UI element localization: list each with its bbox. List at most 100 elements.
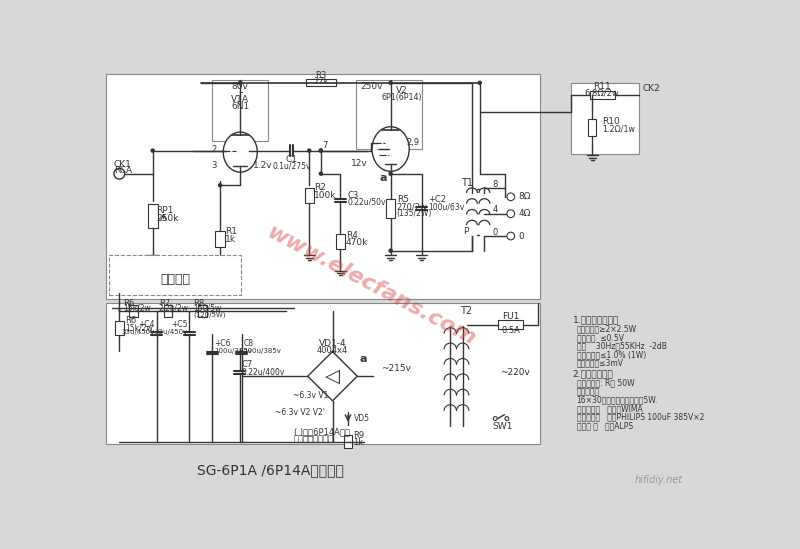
Circle shape bbox=[478, 81, 482, 85]
Text: 6.8Ω/2w: 6.8Ω/2w bbox=[585, 88, 619, 97]
Text: 0.5A: 0.5A bbox=[502, 326, 520, 335]
Text: R9: R9 bbox=[354, 431, 365, 440]
Text: 15k/2w: 15k/2w bbox=[123, 304, 151, 313]
Text: +C2: +C2 bbox=[428, 194, 446, 204]
Text: 另一声道: 另一声道 bbox=[160, 273, 190, 287]
Text: 频响    30Hz～55KHz  -2dB: 频响 30Hz～55KHz -2dB bbox=[577, 341, 666, 351]
Bar bbox=[106, 303, 540, 444]
Text: a: a bbox=[379, 172, 386, 182]
Text: www.elecfans.com: www.elecfans.com bbox=[263, 222, 479, 349]
Text: 470k: 470k bbox=[346, 238, 368, 247]
Bar bbox=[106, 74, 540, 299]
Text: C8: C8 bbox=[243, 339, 254, 349]
Bar bbox=[306, 80, 336, 86]
Text: V2: V2 bbox=[396, 86, 408, 95]
Text: 2.2k/2w: 2.2k/2w bbox=[159, 304, 189, 313]
Text: ~215v: ~215v bbox=[381, 364, 410, 373]
Text: 100k: 100k bbox=[314, 191, 336, 200]
Text: RCA: RCA bbox=[114, 166, 132, 175]
Text: 输出功率：≥2×2.5W: 输出功率：≥2×2.5W bbox=[577, 324, 637, 334]
Text: 33u/450v: 33u/450v bbox=[154, 328, 187, 334]
Text: SW1: SW1 bbox=[493, 422, 513, 431]
Circle shape bbox=[319, 149, 322, 152]
Text: R1: R1 bbox=[225, 227, 237, 236]
Bar bbox=[498, 321, 523, 329]
Circle shape bbox=[238, 81, 242, 85]
Text: 0: 0 bbox=[493, 228, 498, 237]
Text: ~6.3v V1: ~6.3v V1 bbox=[294, 391, 329, 400]
Circle shape bbox=[319, 149, 322, 152]
Ellipse shape bbox=[372, 127, 410, 171]
Text: R2: R2 bbox=[314, 183, 326, 192]
Text: R4: R4 bbox=[346, 231, 358, 240]
Ellipse shape bbox=[223, 132, 258, 172]
Text: 6P1(6P14): 6P1(6P14) bbox=[382, 93, 422, 102]
Text: (135/2W): (135/2W) bbox=[397, 209, 432, 218]
Text: 27k: 27k bbox=[313, 77, 329, 86]
Text: ◁: ◁ bbox=[325, 367, 340, 386]
Text: -: - bbox=[238, 86, 242, 99]
Text: a: a bbox=[360, 354, 367, 364]
Text: RP1: RP1 bbox=[157, 206, 174, 215]
Text: 12v: 12v bbox=[350, 159, 367, 168]
Circle shape bbox=[389, 81, 392, 85]
Text: 0.22u/50v: 0.22u/50v bbox=[347, 198, 386, 206]
Text: 8Ω: 8Ω bbox=[518, 192, 531, 201]
Bar bbox=[336, 234, 345, 249]
Bar bbox=[344, 435, 352, 448]
Circle shape bbox=[505, 417, 509, 421]
Text: FU1: FU1 bbox=[502, 312, 519, 321]
Text: R6: R6 bbox=[123, 299, 134, 307]
Text: 100u/385v: 100u/385v bbox=[214, 348, 252, 354]
Bar bbox=[164, 305, 173, 317]
Text: 1k: 1k bbox=[354, 438, 363, 447]
Text: 2: 2 bbox=[211, 144, 216, 154]
Text: +C5: +C5 bbox=[171, 320, 187, 329]
Text: 1.主要技术指标：: 1.主要技术指标： bbox=[573, 316, 619, 324]
Bar bbox=[571, 83, 639, 154]
Text: 4Ω: 4Ω bbox=[518, 209, 531, 218]
Bar bbox=[212, 80, 268, 141]
Text: T2: T2 bbox=[459, 306, 472, 316]
Text: CK1: CK1 bbox=[114, 160, 132, 169]
Text: 谐波失真：≤1.0% (1W): 谐波失真：≤1.0% (1W) bbox=[577, 350, 646, 359]
Text: 1.2v: 1.2v bbox=[253, 161, 272, 171]
Text: 7: 7 bbox=[322, 141, 328, 150]
Text: 0.22u/400v: 0.22u/400v bbox=[241, 368, 285, 377]
Circle shape bbox=[389, 172, 392, 175]
Circle shape bbox=[507, 232, 514, 240]
Bar bbox=[590, 91, 614, 99]
Circle shape bbox=[507, 193, 514, 200]
Text: 16×30进口矽钢片功率可达5W.: 16×30进口矽钢片功率可达5W. bbox=[577, 396, 658, 405]
Text: 0.1u/275v: 0.1u/275v bbox=[272, 161, 310, 171]
Text: CK2: CK2 bbox=[642, 85, 660, 93]
Text: 灵敏度：  ≤0.5V: 灵敏度： ≤0.5V bbox=[577, 333, 624, 342]
Text: 2,9: 2,9 bbox=[406, 138, 419, 147]
Circle shape bbox=[494, 417, 497, 421]
Text: T1: T1 bbox=[461, 178, 473, 188]
Circle shape bbox=[151, 149, 154, 152]
Text: 电源变压器: R型 50W: 电源变压器: R型 50W bbox=[577, 379, 634, 388]
Text: 100u/385v: 100u/385v bbox=[243, 348, 282, 354]
Text: +C4: +C4 bbox=[138, 320, 155, 329]
Bar bbox=[115, 321, 124, 334]
Text: ~6.3v V2 V2': ~6.3v V2 V2' bbox=[275, 408, 325, 417]
Circle shape bbox=[308, 149, 310, 152]
Text: 250k: 250k bbox=[157, 214, 179, 223]
Bar bbox=[386, 199, 395, 217]
Text: V1A: V1A bbox=[231, 96, 250, 104]
Text: 250v: 250v bbox=[360, 82, 382, 91]
Text: R6: R6 bbox=[125, 316, 136, 325]
FancyBboxPatch shape bbox=[110, 255, 241, 295]
Text: R3: R3 bbox=[315, 71, 326, 80]
Circle shape bbox=[238, 81, 242, 85]
Text: 以上参数仅作参考: 以上参数仅作参考 bbox=[294, 435, 334, 444]
Text: hifidiy.net: hifidiy.net bbox=[634, 475, 683, 485]
Text: 电位器 ：   进口ALPS: 电位器 ： 进口ALPS bbox=[577, 421, 633, 430]
Circle shape bbox=[507, 210, 514, 217]
Text: R8: R8 bbox=[193, 299, 204, 307]
Text: 33u/450v: 33u/450v bbox=[122, 328, 155, 334]
Bar bbox=[588, 119, 596, 136]
Text: C3: C3 bbox=[347, 191, 358, 200]
Text: 6N1: 6N1 bbox=[231, 102, 250, 111]
